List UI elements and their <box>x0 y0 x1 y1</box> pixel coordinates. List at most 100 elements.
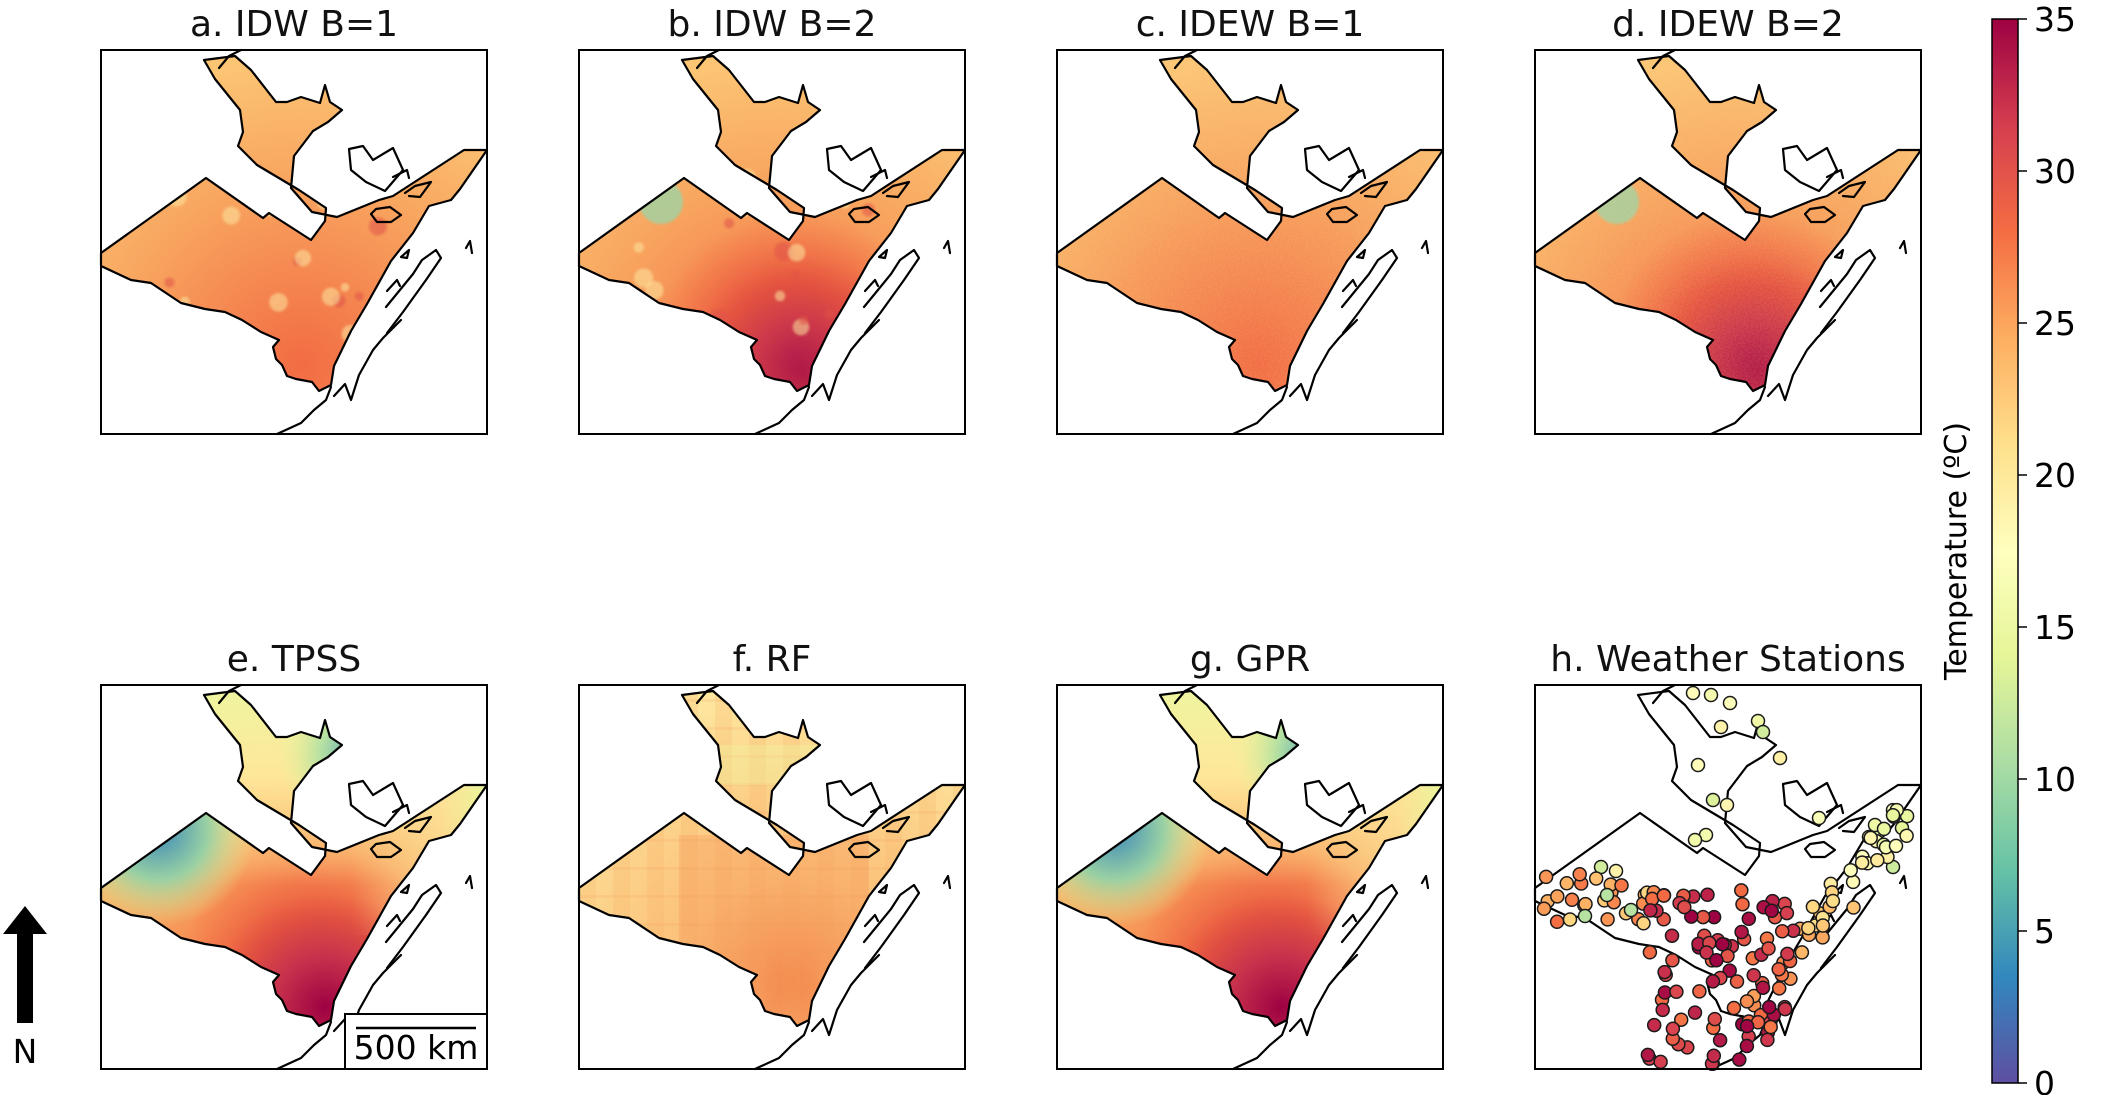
region-outline <box>1055 54 1445 393</box>
coastline <box>863 913 880 928</box>
station-marker <box>1801 920 1816 936</box>
coastline <box>1231 1020 1289 1071</box>
station-marker <box>1665 953 1680 968</box>
panel-title: b. IDW B=2 <box>668 4 877 45</box>
coastline <box>881 815 911 834</box>
coastline <box>862 248 921 335</box>
coastline <box>1355 883 1367 895</box>
colorbar-tick-label: 5 <box>2034 912 2055 951</box>
station-marker <box>1719 797 1735 813</box>
coastline <box>347 779 405 828</box>
coastline <box>385 913 402 928</box>
coastline <box>1325 205 1359 224</box>
station-marker <box>1664 928 1680 943</box>
temperature-surface <box>579 691 965 1026</box>
colorbar-tick-label: 25 <box>2034 304 2076 343</box>
station-marker <box>1729 974 1745 989</box>
colorbar-label: Temperature (ºC) <box>1939 422 1974 681</box>
coastline <box>695 683 721 705</box>
station-marker <box>1845 874 1861 890</box>
colorbar-ramp <box>1991 18 2019 1084</box>
coastline <box>825 144 883 193</box>
station-marker <box>1703 687 1719 703</box>
station-marker <box>1684 909 1699 924</box>
panel-frame <box>100 684 488 1070</box>
coastline <box>391 168 411 180</box>
coastline <box>384 248 443 335</box>
region-outline <box>1533 54 1923 393</box>
map-panel-g: g. GPR <box>1055 639 1445 1071</box>
panel-frame <box>578 49 966 435</box>
station-marker <box>1713 719 1729 735</box>
station-marker <box>1843 862 1858 878</box>
station-marker <box>1656 888 1672 903</box>
coastline <box>847 205 881 224</box>
coastline <box>1341 913 1358 928</box>
panel-title: a. IDW B=1 <box>190 4 398 45</box>
station-marker <box>1599 887 1615 903</box>
colorbar: 0 5 10 15 20 25 30 35 Temperature (ºC) <box>1939 0 2076 1095</box>
station-marker <box>1578 896 1593 912</box>
station-marker <box>1876 821 1892 837</box>
station-marker <box>1772 750 1788 766</box>
panel-frame <box>1534 684 1922 1070</box>
coastline <box>1347 803 1367 815</box>
station-marker <box>1695 909 1711 925</box>
north-arrow-icon <box>3 906 47 1023</box>
coastline <box>1803 205 1837 224</box>
map-panel-b: b. IDW B=2 <box>577 4 967 436</box>
region-outline <box>1055 689 1445 1028</box>
coastline <box>369 205 403 224</box>
coastline <box>1355 248 1367 260</box>
coastline <box>753 1020 811 1071</box>
station-marker <box>1764 903 1779 919</box>
coastline <box>1231 385 1289 436</box>
station-marker <box>1780 946 1795 962</box>
panel-title: e. TPSS <box>227 639 361 680</box>
station-marker <box>1562 912 1578 927</box>
coastline <box>399 883 411 895</box>
station-marker <box>1653 1054 1668 1070</box>
coastline <box>1340 248 1399 335</box>
coastline <box>847 840 881 859</box>
coastline <box>1825 803 1845 815</box>
coastline <box>1341 278 1358 293</box>
coastline <box>1825 168 1845 180</box>
coastline <box>1347 168 1367 180</box>
station-marker <box>1732 1052 1747 1067</box>
station-marker <box>1715 936 1730 952</box>
station-marker <box>1739 1018 1755 1034</box>
coastline <box>942 874 952 890</box>
scale-bar-label: 500 km <box>354 1028 479 1067</box>
map-panel-a: a. IDW B=1 <box>99 4 489 436</box>
station-marker <box>1655 1002 1670 1018</box>
coastline <box>403 180 433 199</box>
panel-title: g. GPR <box>1190 639 1310 680</box>
station-marker <box>1536 901 1552 916</box>
station-marker <box>1657 964 1672 980</box>
coastline <box>1781 144 1839 193</box>
station-marker <box>1577 908 1593 924</box>
coastline <box>1340 883 1399 970</box>
coastline <box>1359 815 1389 834</box>
region-outline <box>577 54 967 393</box>
coastline <box>1288 953 1359 1037</box>
coastline <box>332 318 403 402</box>
station-marker <box>1863 830 1878 846</box>
colorbar-tick-label: 15 <box>2034 608 2076 647</box>
coastline <box>464 874 474 890</box>
station-marker <box>1870 852 1885 868</box>
station-marker <box>1608 863 1624 879</box>
coastline <box>1819 278 1836 293</box>
colorbar-tick-label: 0 <box>2034 1064 2055 1095</box>
station-marker <box>1549 914 1565 930</box>
panel-title: c. IDEW B=1 <box>1136 4 1365 45</box>
station-marker <box>1700 887 1715 903</box>
station-marker <box>1614 878 1629 893</box>
station-marker <box>1760 1032 1775 1048</box>
coastline <box>862 883 921 970</box>
station-marker <box>1734 883 1749 898</box>
station-marker <box>1636 916 1651 931</box>
temperature-surface <box>101 56 487 391</box>
